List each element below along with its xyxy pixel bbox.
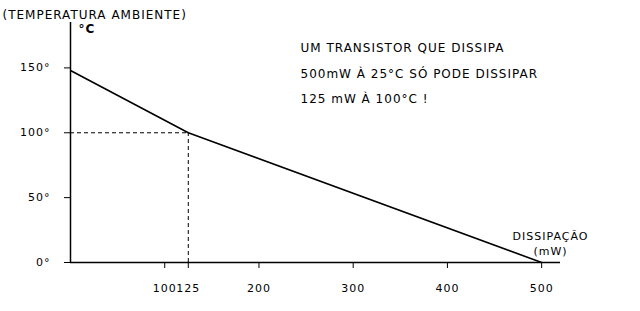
svg-text:100°: 100° bbox=[20, 126, 51, 139]
svg-text:200: 200 bbox=[247, 282, 271, 295]
svg-text:100: 100 bbox=[153, 282, 177, 295]
svg-text:50°: 50° bbox=[28, 191, 51, 204]
svg-text:0°: 0° bbox=[36, 256, 51, 269]
svg-text:150°: 150° bbox=[20, 61, 51, 74]
svg-text:DISSIPAÇÃO(mW): DISSIPAÇÃO(mW) bbox=[513, 230, 589, 257]
svg-text:500: 500 bbox=[530, 282, 554, 295]
svg-text:400: 400 bbox=[435, 282, 459, 295]
svg-text:UM TRANSISTOR QUE DISSIPA500mW: UM TRANSISTOR QUE DISSIPA500mW À 25°C SÓ… bbox=[301, 41, 539, 105]
svg-text:125: 125 bbox=[176, 282, 200, 295]
svg-text:°C: °C bbox=[79, 22, 96, 36]
svg-text:300: 300 bbox=[341, 282, 365, 295]
svg-text:(TEMPERATURA AMBIENTE): (TEMPERATURA AMBIENTE) bbox=[3, 8, 187, 22]
